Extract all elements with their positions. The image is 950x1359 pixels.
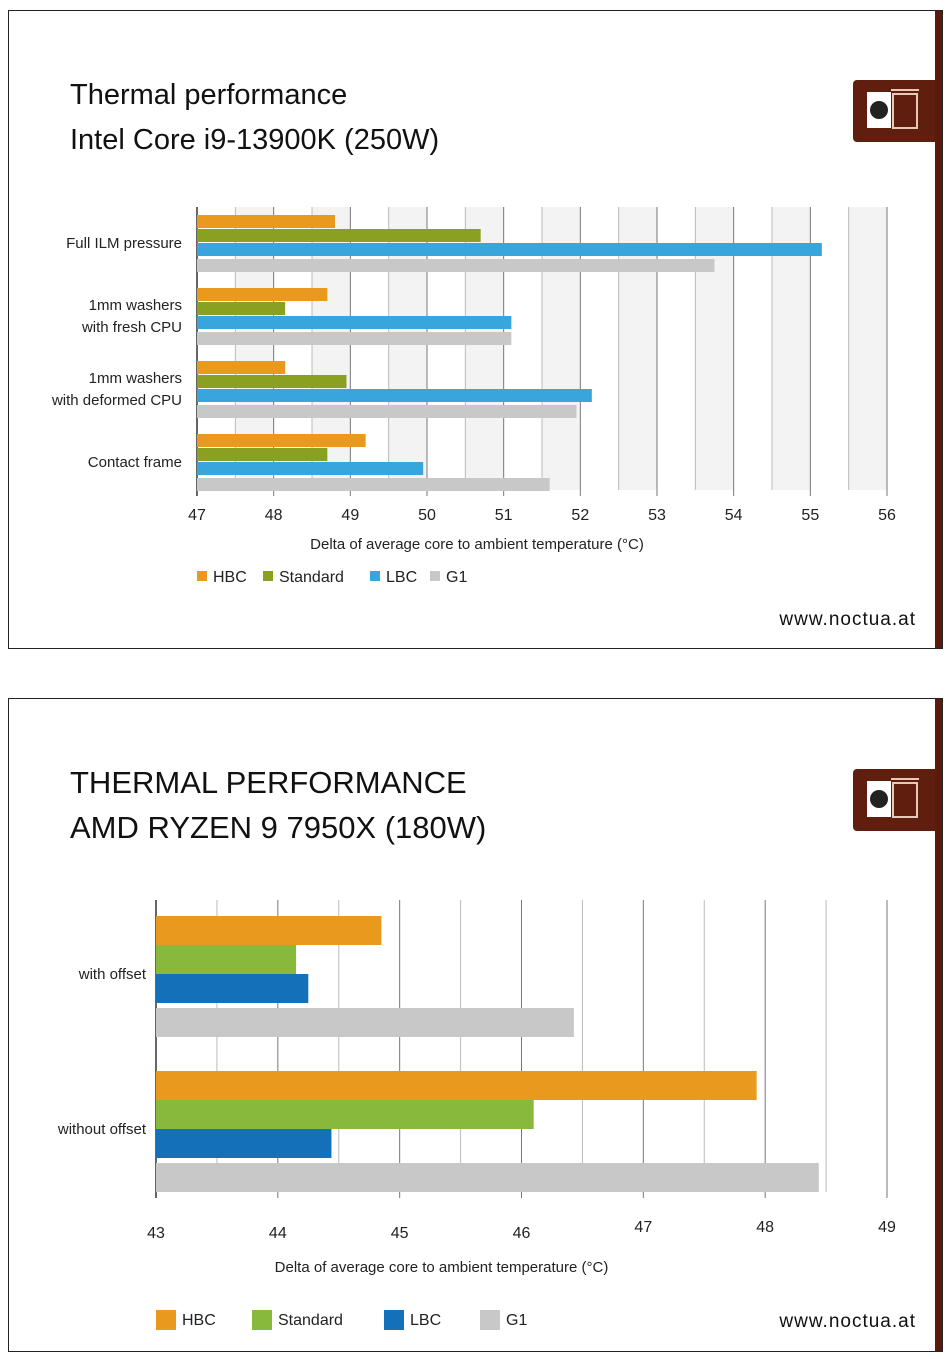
bar-hbc-0 xyxy=(197,215,335,228)
x-tick-label: 47 xyxy=(188,507,206,524)
x-tick-label: 53 xyxy=(648,507,666,524)
legend-swatch-lbc xyxy=(370,571,380,581)
x-tick-label: 56 xyxy=(878,507,896,524)
footer-url: www.noctua.at xyxy=(779,609,916,630)
legend-swatch-lbc xyxy=(384,1310,404,1330)
x-tick-label: 54 xyxy=(725,507,743,524)
bar-g1-0 xyxy=(156,1008,574,1037)
bar-lbc-1 xyxy=(197,316,512,329)
bar-lbc-0 xyxy=(197,243,822,256)
legend-swatch-g1 xyxy=(430,571,440,581)
x-tick-label: 48 xyxy=(756,1219,774,1236)
x-tick-label: 52 xyxy=(571,507,589,524)
category-label: with offset xyxy=(78,966,147,983)
bar-g1-0 xyxy=(197,259,715,272)
legend-label-g1: G1 xyxy=(446,569,467,586)
category-label: Full ILM pressure xyxy=(66,235,182,252)
brand-stripe xyxy=(935,11,942,648)
bar-g1-2 xyxy=(197,405,577,418)
bar-hbc-3 xyxy=(197,434,366,447)
chart-subtitle: AMD RYZEN 9 7950X (180W) xyxy=(70,810,487,845)
brand-stripe xyxy=(935,699,942,1351)
category-label: without offset xyxy=(57,1121,147,1138)
x-axis-label: Delta of average core to ambient tempera… xyxy=(310,536,644,553)
bar-lbc-2 xyxy=(197,389,592,402)
noctua-logo-icon xyxy=(853,80,935,142)
x-tick-label: 43 xyxy=(147,1225,165,1242)
x-tick-label: 45 xyxy=(391,1225,409,1242)
bar-hbc-1 xyxy=(156,1071,757,1100)
bar-g1-1 xyxy=(197,332,512,345)
legend-swatch-hbc xyxy=(197,571,207,581)
legend-label-hbc: HBC xyxy=(213,569,247,586)
legend-label-standard: Standard xyxy=(279,569,344,586)
x-tick-label: 55 xyxy=(801,507,819,524)
legend-label-lbc: LBC xyxy=(410,1312,441,1329)
bar-standard-1 xyxy=(156,1100,534,1129)
bar-hbc-1 xyxy=(197,288,328,301)
bar-lbc-3 xyxy=(197,462,424,475)
bar-lbc-0 xyxy=(156,974,309,1003)
bar-standard-0 xyxy=(156,945,297,974)
x-tick-label: 47 xyxy=(634,1219,652,1236)
x-tick-label: 49 xyxy=(878,1219,896,1236)
x-tick-label: 44 xyxy=(269,1225,287,1242)
legend-swatch-standard xyxy=(252,1310,272,1330)
legend-swatch-standard xyxy=(263,571,273,581)
category-label: with fresh CPU xyxy=(81,319,182,336)
chart-title: Thermal performance xyxy=(70,79,348,111)
x-tick-label: 49 xyxy=(341,507,359,524)
x-tick-label: 50 xyxy=(418,507,436,524)
legend-label-lbc: LBC xyxy=(386,569,417,586)
bar-standard-2 xyxy=(197,375,347,388)
legend-swatch-hbc xyxy=(156,1310,176,1330)
bar-hbc-0 xyxy=(156,916,382,945)
category-label: Contact frame xyxy=(88,454,182,471)
bar-standard-0 xyxy=(197,229,481,242)
x-tick-label: 51 xyxy=(495,507,513,524)
bar-standard-3 xyxy=(197,448,328,461)
chart-subtitle: Intel Core i9-13900K (250W) xyxy=(70,124,440,156)
x-axis-label: Delta of average core to ambient tempera… xyxy=(275,1259,609,1276)
category-label: with deformed CPU xyxy=(51,392,182,409)
grid-band xyxy=(848,207,887,490)
noctua-logo-icon xyxy=(853,769,935,831)
chart-title: THERMAL PERFORMANCE xyxy=(70,765,467,800)
legend-label-hbc: HBC xyxy=(182,1312,216,1329)
legend-label-g1: G1 xyxy=(506,1312,527,1329)
bar-lbc-1 xyxy=(156,1129,332,1158)
x-tick-label: 46 xyxy=(513,1225,531,1242)
bar-g1-1 xyxy=(156,1163,819,1192)
bar-g1-3 xyxy=(197,478,550,491)
category-label: 1mm washers xyxy=(89,370,182,387)
footer-url: www.noctua.at xyxy=(779,1311,916,1332)
legend-label-standard: Standard xyxy=(278,1312,343,1329)
legend-swatch-g1 xyxy=(480,1310,500,1330)
x-tick-label: 48 xyxy=(265,507,283,524)
category-label: 1mm washers xyxy=(89,297,182,314)
bar-hbc-2 xyxy=(197,361,286,374)
bar-standard-1 xyxy=(197,302,286,315)
